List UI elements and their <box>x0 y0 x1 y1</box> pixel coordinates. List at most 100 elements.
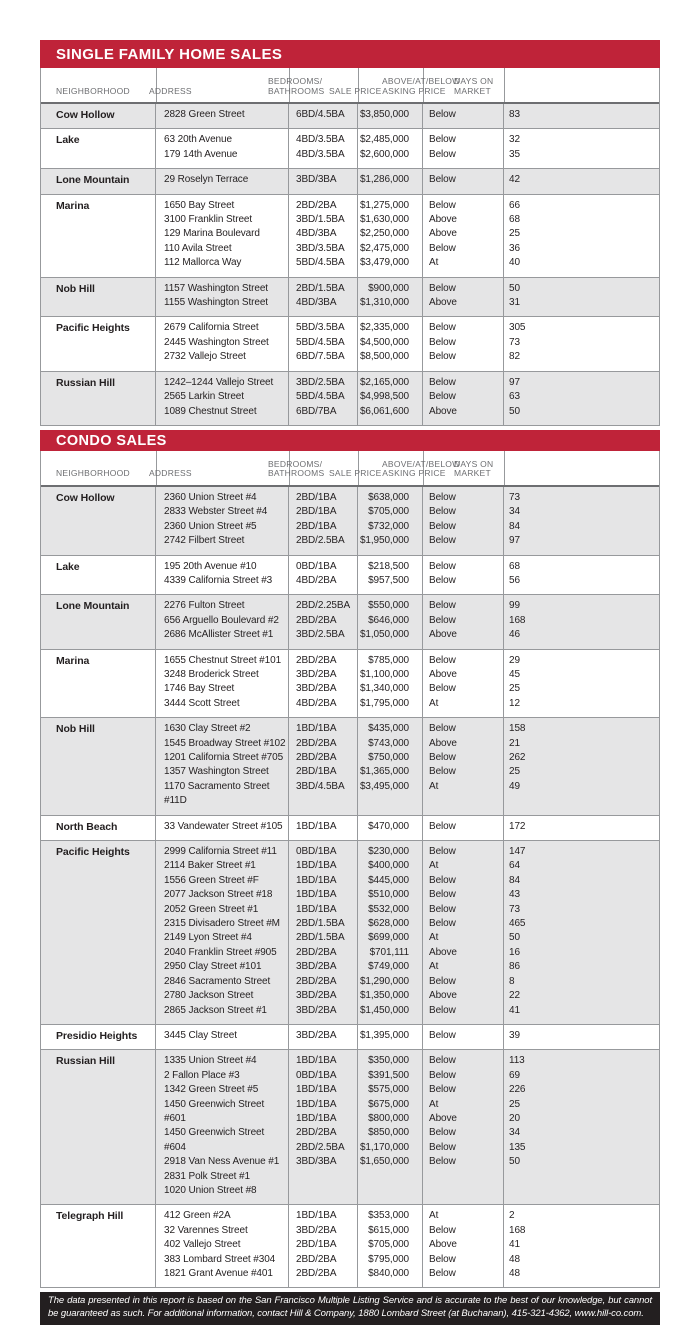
sale-price-cell: $350,000 $391,500 $575,000 $675,000 $800,000… <box>358 1050 423 1205</box>
days-on-market-value: 2 <box>509 1210 515 1222</box>
bedrooms-bathrooms-cell: 3BD/3BA <box>289 169 358 194</box>
asking-price-comparison-value: Above <box>429 1112 457 1124</box>
address-value: 1821 Grant Avenue #401 <box>164 1268 273 1279</box>
address-value: 1242–1244 Vallejo Street <box>164 376 274 388</box>
bedrooms-bathrooms-cell: 1BD/1BA 0BD/1BA 1BD/1BA 1BD/1BA 1BD/1BA 2BD/2… <box>289 1050 358 1205</box>
address-value: 1450 Greenwich Street #601 <box>164 1098 265 1124</box>
sale-price-value: $1,350,000 <box>359 990 409 1002</box>
days-on-market-value: 56 <box>509 574 520 586</box>
asking-price-comparison-value: Above <box>429 668 457 680</box>
sale-price-value: $638,000 <box>368 491 409 503</box>
asking-price-comparison-value: Above <box>429 629 457 641</box>
address-value: 1556 Green Street #F <box>164 874 259 886</box>
address-cell: 29 Roselyn Terrace <box>156 169 289 194</box>
asking-price-comparison-value: Below <box>429 391 456 403</box>
address-value: 1357 Washington Street <box>164 766 269 778</box>
asking-price-comparison-value: Below <box>429 1127 456 1139</box>
sale-price-value: $445,000 <box>368 874 409 886</box>
address-value: 1155 Washington Street <box>164 297 268 309</box>
days-on-market-cell: 158 21 262 25 49 <box>504 718 659 814</box>
sale-price-cell: $550,000 $646,000 $1,050,000 <box>358 595 423 649</box>
asking-price-comparison-value: Below <box>429 134 456 146</box>
asking-price-comparison-value: Below <box>429 874 456 886</box>
address-value: 4339 California Street #3 <box>164 574 273 586</box>
sale-price-value: $230,000 <box>368 846 409 858</box>
asking-price-comparison-value: Below <box>429 535 456 547</box>
address-value: 129 Marina Boulevard <box>164 228 260 240</box>
bedrooms-bathrooms-value: 4BD/3BA <box>296 297 337 309</box>
address-value: 2360 Union Street #5 <box>164 520 257 532</box>
asking-price-comparison-value: Below <box>429 975 456 987</box>
address-cell: 1650 Bay Street 3100 Franklin Street 129 M… <box>156 194 289 277</box>
column-header-bedrooms-bathrooms: BEDROOMS/BATHROOMS <box>268 458 325 479</box>
bedrooms-bathrooms-value: 2BD/2.25BA <box>296 600 351 612</box>
neighborhood-cell: Marina <box>41 194 156 277</box>
sale-price-value: $795,000 <box>368 1253 409 1265</box>
bedrooms-bathrooms-value: 5BD/4.5BA <box>296 257 345 269</box>
column-divider <box>504 450 505 485</box>
bedrooms-bathrooms-value: 2BD/1BA <box>296 491 337 503</box>
asking-price-comparison-value: Below <box>429 600 456 612</box>
asking-price-comparison-value: Below <box>429 506 456 518</box>
days-on-market-value: 262 <box>509 752 526 763</box>
asking-price-comparison-value: Above <box>429 737 457 749</box>
bedrooms-bathrooms-value: 3BD/2.5BA <box>296 629 345 641</box>
bedrooms-bathrooms-cell: 2BD/1BA 2BD/1BA 2BD/1BA 2BD/2.5BA <box>289 486 358 555</box>
bedrooms-bathrooms-cell: 1BD/1BA 2BD/2BA 2BD/2BA 2BD/1BA 3BD/4.5BA <box>289 718 358 815</box>
asking-price-comparison-value: Below <box>429 889 456 901</box>
asking-price-comparison-value: Above <box>429 297 457 309</box>
column-header-address: ADDRESS <box>149 468 192 479</box>
days-on-market-value: 63 <box>509 391 520 403</box>
asking-price-comparison-cell: Below <box>423 815 504 841</box>
sale-price-value: $1,310,000 <box>359 297 409 309</box>
neighborhood-group-row: Lone Mountain 2276 Fulton Street 656 Argue… <box>41 594 659 649</box>
days-on-market-value: 158 <box>509 723 526 735</box>
sale-price-value: $840,000 <box>368 1268 409 1279</box>
neighborhood-cell: Nob Hill <box>41 277 156 317</box>
days-on-market-value: 16 <box>509 946 520 958</box>
column-divider <box>358 68 359 102</box>
bedrooms-bathrooms-value: 2BD/2BA <box>296 654 337 666</box>
sale-price-value: $350,000 <box>368 1055 409 1067</box>
address-value: 2077 Jackson Street #18 <box>164 889 273 901</box>
days-on-market-value: 48 <box>509 1253 520 1265</box>
address-value: 402 Vallejo Street <box>164 1239 241 1251</box>
address-value: 3248 Broderick Street <box>164 668 259 680</box>
column-header-days-on-market: DAYS ON MARKET <box>454 458 494 479</box>
sale-price-value: $785,000 <box>368 654 409 666</box>
days-on-market-value: 86 <box>509 961 520 973</box>
days-on-market-cell: 97 63 50 <box>504 372 659 425</box>
days-on-market-value: 36 <box>509 242 520 254</box>
address-cell: 1335 Union Street #4 2 Fallon Place #3 134… <box>156 1050 289 1205</box>
asking-price-comparison-cell: Below <box>423 104 504 129</box>
address-value: 656 Arguello Boulevard #2 <box>164 614 279 626</box>
sale-price-value: $2,335,000 <box>359 322 409 334</box>
bedrooms-bathrooms-cell: 3BD/2BA <box>289 1024 358 1050</box>
neighborhood-name: Lake <box>56 560 80 573</box>
address-value: 2 Fallon Place #3 <box>164 1069 240 1081</box>
asking-price-comparison-cell: Below Below Above <box>423 371 504 425</box>
bedrooms-bathrooms-value: 6BD/7BA <box>296 405 337 417</box>
asking-price-comparison-value: Above <box>429 1239 457 1251</box>
neighborhood-cell: Telegraph Hill <box>41 1205 156 1288</box>
asking-price-comparison-cell: Below Below Above <box>423 595 504 649</box>
neighborhood-group-row: Lake 195 20th Avenue #10 4339 California S… <box>41 554 659 595</box>
bedrooms-bathrooms-value: 3BD/4.5BA <box>296 780 345 792</box>
address-value: 2565 Larkin Street <box>164 391 244 403</box>
asking-price-comparison-cell: Below Above <box>423 277 504 317</box>
asking-price-comparison-value: Below <box>429 752 456 763</box>
address-value: 2865 Jackson Street #1 <box>164 1004 267 1016</box>
days-on-market-value: 12 <box>509 697 520 709</box>
days-on-market-value: 168 <box>509 614 526 626</box>
asking-price-comparison-cell: Below Above Below At <box>423 649 504 718</box>
sale-price-value: $2,485,000 <box>359 134 409 146</box>
table-body: Cow Hollow 2360 Union Street #4 2833 Webst… <box>41 486 659 1288</box>
neighborhood-group-row: Telegraph Hill 412 Green #2A 32 Varennes S… <box>41 1204 659 1288</box>
asking-price-comparison-value: Below <box>429 1084 456 1096</box>
days-on-market-cell: 147 64 84 43 73 465 50 16 86 8 22 41 <box>504 841 659 1024</box>
neighborhood-cell: Lake <box>41 129 156 169</box>
asking-price-comparison-value: Below <box>429 1069 456 1081</box>
days-on-market-value: 25 <box>509 683 520 695</box>
neighborhood-name: Russian Hill <box>56 376 115 389</box>
address-value: 1089 Chestnut Street <box>164 405 257 417</box>
